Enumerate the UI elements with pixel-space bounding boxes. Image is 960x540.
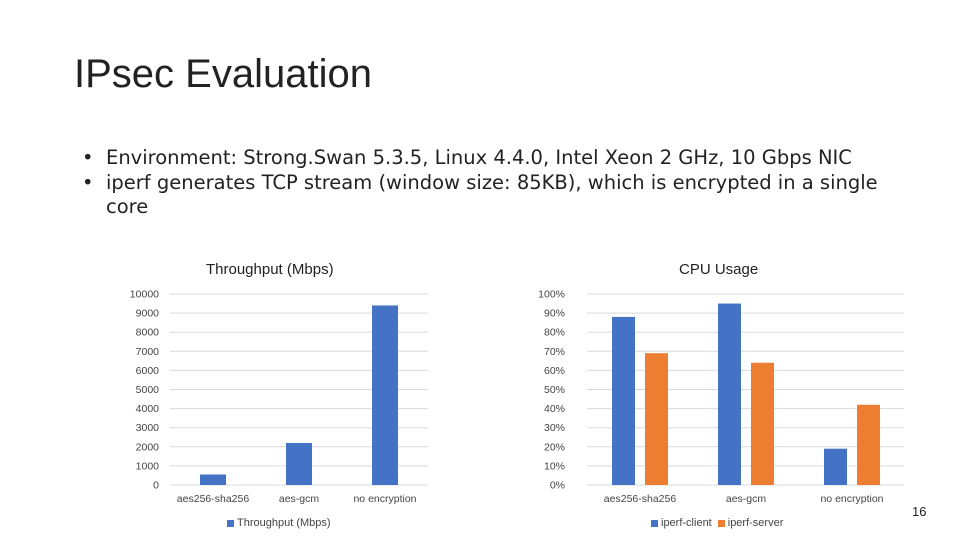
y-tick-label: 10%: [544, 460, 565, 472]
legend-swatch: [717, 519, 725, 527]
y-tick-label: 40%: [544, 403, 565, 415]
y-tick-label: 10000: [130, 289, 159, 301]
legend-swatch: [227, 519, 234, 527]
y-tick-label: 6000: [136, 365, 160, 377]
x-tick-label: aes256-sha256: [604, 493, 677, 505]
bar: [372, 305, 398, 485]
y-tick-label: 0%: [550, 480, 565, 492]
y-tick-label: 80%: [544, 327, 565, 339]
bar: [718, 303, 741, 485]
y-tick-label: 50%: [544, 384, 565, 396]
cpu-legend: iperf-client iperf-server: [651, 517, 789, 529]
bullet-text: iperf generates TCP stream (window size:…: [106, 170, 878, 219]
y-tick-label: 7000: [136, 346, 160, 358]
bullet-item: • Environment: Strong.Swan 5.3.5, Linux …: [82, 146, 882, 171]
y-tick-label: 70%: [544, 346, 565, 358]
legend-entry: iperf-client: [651, 517, 712, 529]
page-number: 16: [912, 504, 927, 519]
y-tick-label: 60%: [544, 365, 565, 377]
y-tick-label: 5000: [136, 384, 160, 396]
bar: [200, 474, 226, 485]
bar: [286, 442, 312, 485]
bullet-dot: •: [82, 170, 94, 194]
y-tick-label: 90%: [544, 308, 565, 320]
legend-label: iperf-server: [727, 517, 784, 529]
legend-entry: Throughput (Mbps): [227, 517, 331, 529]
throughput-legend: Throughput (Mbps): [227, 517, 337, 529]
x-tick-label: aes256-sha256: [177, 493, 250, 505]
y-tick-label: 9000: [136, 308, 160, 320]
legend-entry: iperf-server: [717, 517, 784, 529]
cpu-chart-title: CPU Usage: [679, 261, 759, 278]
y-tick-label: 20%: [544, 441, 565, 453]
y-tick-label: 0: [153, 480, 159, 492]
bar: [645, 353, 668, 485]
y-tick-label: 100%: [538, 289, 565, 301]
legend-label: Throughput (Mbps): [237, 517, 331, 529]
y-tick-label: 1000: [136, 460, 160, 472]
bullet-list: • Environment: Strong.Swan 5.3.5, Linux …: [82, 146, 882, 220]
bullet-dot: •: [82, 146, 94, 169]
bar: [751, 362, 774, 485]
bar: [612, 316, 635, 485]
x-tick-label: aes-gcm: [726, 493, 767, 505]
bar: [857, 404, 880, 485]
bullet-item: • iperf generates TCP stream (window siz…: [82, 171, 882, 220]
legend-label: iperf-client: [661, 517, 712, 529]
y-tick-label: 4000: [136, 403, 160, 415]
x-tick-label: aes-gcm: [279, 493, 320, 505]
slide-title: IPsec Evaluation: [74, 52, 372, 96]
throughput-chart-title: Throughput (Mbps): [206, 261, 334, 278]
bullet-text: Environment: Strong.Swan 5.3.5, Linux 4.…: [106, 146, 852, 169]
x-tick-label: no encryption: [353, 493, 416, 505]
bar: [824, 448, 847, 485]
x-tick-label: no encryption: [820, 493, 883, 505]
y-tick-label: 8000: [136, 327, 160, 339]
y-tick-label: 3000: [136, 422, 160, 434]
legend-swatch: [651, 519, 658, 527]
y-tick-label: 2000: [136, 441, 160, 453]
y-tick-label: 30%: [544, 422, 565, 434]
